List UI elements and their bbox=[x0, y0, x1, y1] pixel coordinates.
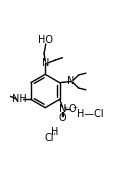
Text: NH: NH bbox=[12, 94, 27, 104]
Text: HO: HO bbox=[38, 35, 53, 46]
Text: +: + bbox=[62, 105, 67, 110]
Text: N: N bbox=[42, 58, 49, 68]
Text: H—Cl: H—Cl bbox=[77, 109, 104, 119]
Text: O: O bbox=[68, 104, 76, 114]
Text: N: N bbox=[59, 104, 66, 114]
Text: −: − bbox=[72, 105, 77, 110]
Text: H: H bbox=[51, 127, 58, 137]
Text: N: N bbox=[67, 76, 75, 86]
Text: O: O bbox=[59, 113, 66, 123]
Text: Cl′: Cl′ bbox=[44, 133, 56, 143]
